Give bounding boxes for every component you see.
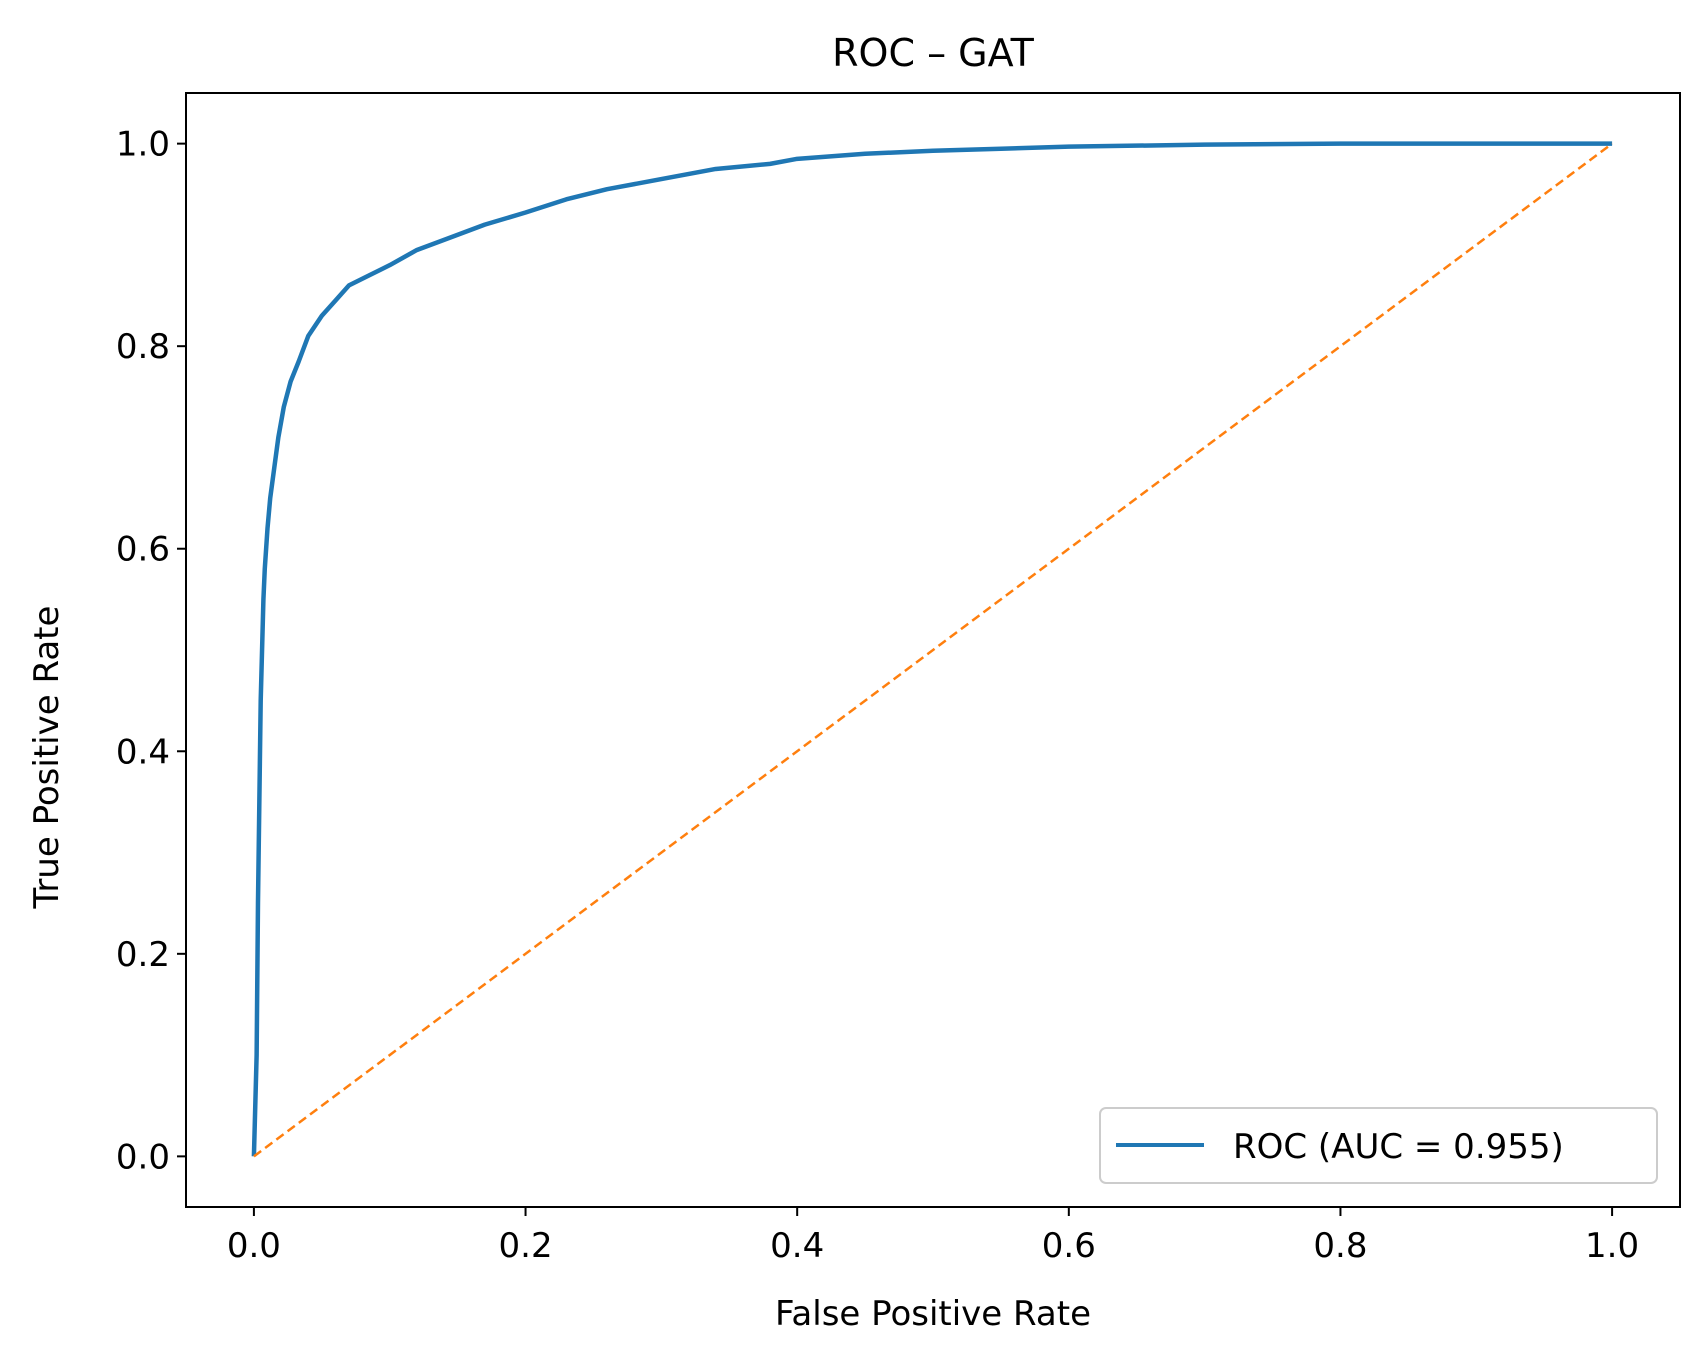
y-tick-label: 0.0 (116, 1137, 170, 1177)
roc-curve-line (251, 141, 1613, 1157)
y-tick-label: 0.6 (116, 530, 170, 570)
x-tick-label: 0.8 (1313, 1226, 1367, 1266)
x-tick-label: 1.0 (1585, 1226, 1639, 1266)
x-tick-label: 0.0 (227, 1226, 281, 1266)
legend: ROC (AUC = 0.955) (1099, 1107, 1658, 1184)
y-tick-label: 0.4 (116, 732, 170, 772)
legend-box (1099, 1107, 1658, 1184)
x-tick-label: 0.4 (770, 1226, 824, 1266)
x-tick-label: 0.2 (499, 1226, 553, 1266)
plot-area: 0.0 0.2 0.4 0.6 0.8 1.0 0.0 0.2 0.4 0.6 0.8 1.0 (116, 92, 1681, 1266)
y-axis-label: True Positive Rate (27, 606, 67, 910)
chance-diagonal-line (253, 142, 1613, 1158)
axes-frame (185, 92, 1681, 1208)
chart-title: ROC – GAT (832, 31, 1034, 75)
y-tick-label: 0.8 (116, 327, 170, 367)
y-tick-label: 1.0 (116, 125, 170, 165)
legend-label-roc: ROC (AUC = 0.955) (1233, 1127, 1564, 1167)
y-tick-label: 0.2 (116, 935, 170, 975)
x-axis-label: False Positive Rate (775, 1294, 1091, 1334)
x-tick-label: 0.6 (1042, 1226, 1096, 1266)
